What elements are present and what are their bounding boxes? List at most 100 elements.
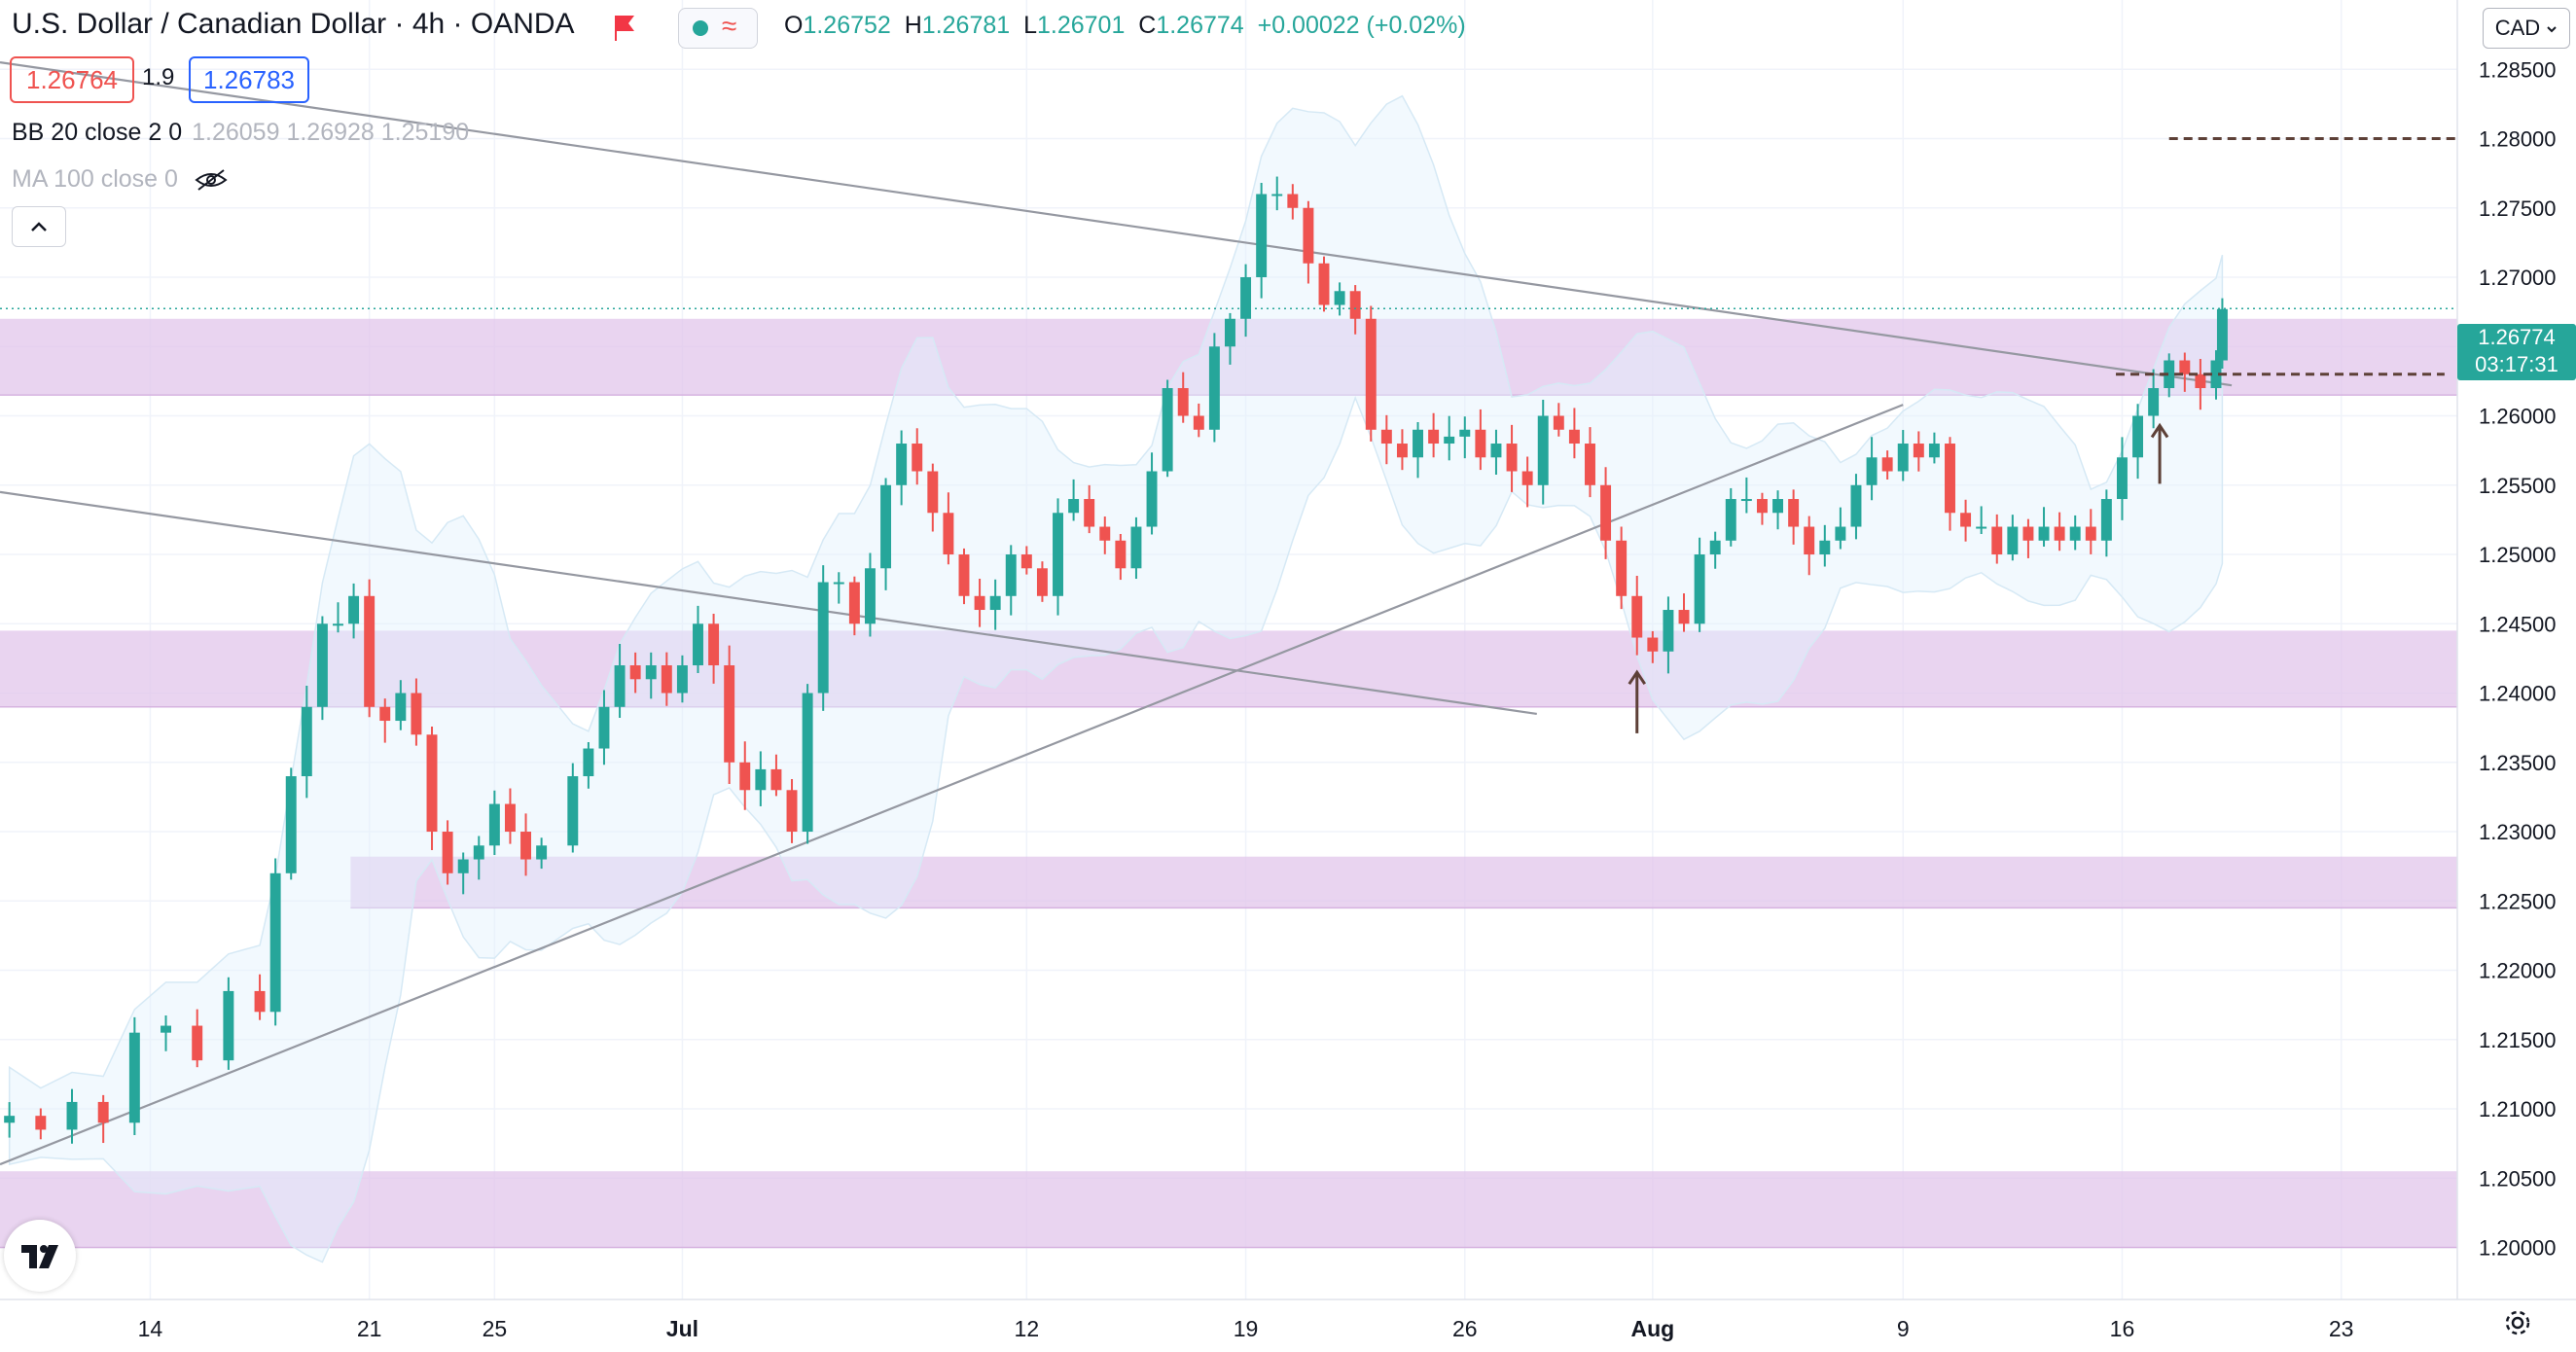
bar-countdown: 03:17:31 — [2475, 352, 2558, 376]
trend-line[interactable] — [0, 490, 1537, 715]
candle-body — [1475, 429, 1486, 458]
symbol-title[interactable]: U.S. Dollar / Canadian Dollar · 4h · OAN… — [12, 8, 575, 40]
sell-button[interactable]: 1.26764 — [10, 56, 134, 103]
candle-body — [1709, 540, 1721, 555]
time-tick-label: 9 — [1897, 1316, 1910, 1341]
ohlc-readout: O1.26752 H1.26781 L1.26701 C1.26774 +0.0… — [784, 12, 1466, 40]
candle-body — [974, 595, 985, 611]
arrow-up-icon[interactable] — [2150, 422, 2169, 439]
candle-body — [1240, 277, 1252, 319]
price-tick-label: 1.25000 — [2479, 543, 2557, 567]
wave-icon: ≈ — [722, 11, 737, 41]
annotation-arrows[interactable] — [1628, 422, 2169, 733]
candle-body — [1788, 499, 1800, 527]
high-value: 1.26781 — [921, 12, 1011, 39]
currency-selector[interactable]: CAD — [2483, 8, 2570, 49]
time-tick-label: 12 — [1015, 1316, 1040, 1341]
candle-body — [1225, 318, 1235, 347]
candle-body — [1428, 429, 1440, 445]
candle-body — [676, 665, 688, 694]
candle-body — [379, 706, 391, 722]
candle-body — [2195, 374, 2206, 389]
candle-body — [1349, 291, 1361, 319]
candle-body — [1756, 499, 1768, 514]
candle-body — [2022, 526, 2034, 541]
candle-body — [1694, 554, 1705, 624]
candle-body — [1334, 291, 1345, 305]
candle-body — [1866, 457, 1878, 485]
arrow-up-icon[interactable] — [1628, 669, 1646, 685]
candle-body — [1271, 194, 1283, 196]
candle-body — [364, 595, 376, 707]
eye-hidden-icon[interactable] — [195, 168, 228, 192]
candle-body — [1256, 194, 1268, 278]
candle-body — [1413, 429, 1423, 458]
candle-body — [645, 665, 657, 680]
candle-body — [411, 693, 422, 735]
candle-body — [848, 582, 860, 624]
trend-line[interactable] — [0, 61, 2233, 387]
price-tick-label: 1.21500 — [2479, 1028, 2557, 1052]
candle-body — [473, 845, 484, 860]
candle-body — [598, 706, 610, 749]
time-axis[interactable]: 14 21 25 Jul 12 19 26 Aug 9 16 23 — [0, 1299, 2576, 1352]
candle-body — [802, 693, 813, 833]
gear-icon[interactable] — [2502, 1307, 2533, 1346]
price-tick-label: 1.22500 — [2479, 889, 2557, 913]
candle-body — [504, 803, 516, 833]
ma-legend[interactable]: MA 100 close 0 — [12, 165, 228, 194]
candle-body — [1521, 471, 1533, 485]
candle-body — [989, 595, 1001, 611]
candle-body — [1631, 595, 1643, 638]
candle-body — [1928, 444, 1940, 458]
candle-body — [1459, 429, 1471, 437]
candle-body — [1850, 484, 1862, 527]
bb-legend[interactable]: BB 20 close 2 0 1.26059 1.26928 1.25190 — [12, 119, 469, 147]
candle-body — [2148, 388, 2160, 416]
candle-body — [2179, 360, 2191, 374]
price-tick-label: 1.28000 — [2479, 127, 2557, 152]
candle-body — [1616, 540, 1628, 596]
candle-body — [1193, 415, 1204, 430]
candle-body — [1318, 263, 1330, 305]
candle-body — [614, 665, 626, 707]
time-tick-label: 14 — [138, 1316, 163, 1341]
candle-body — [567, 776, 579, 846]
price-axis[interactable]: 1.285001.280001.275001.270001.265001.260… — [2456, 0, 2576, 1299]
candle-body — [1053, 513, 1063, 596]
candle-body — [817, 582, 829, 694]
candle-body — [2210, 360, 2222, 389]
market-status-pill[interactable]: ≈ — [678, 8, 758, 49]
flag-icon[interactable] — [613, 14, 636, 46]
price-tick-label: 1.23000 — [2479, 820, 2557, 844]
candle-body — [1553, 415, 1564, 430]
currency-label: CAD — [2494, 16, 2541, 40]
chevron-up-icon — [31, 222, 47, 231]
dashed-levels[interactable] — [0, 137, 2483, 376]
candle-body — [1960, 513, 1972, 527]
time-tick-label: 16 — [2110, 1316, 2135, 1341]
candle-body — [1991, 526, 2003, 555]
tradingview-logo-icon[interactable] — [4, 1220, 76, 1292]
candle-body — [1020, 554, 1032, 569]
trend-lines[interactable] — [0, 61, 2233, 1166]
candle-body — [1365, 318, 1377, 430]
candle-body — [1913, 444, 1924, 458]
candlestick-series — [4, 176, 2228, 1144]
candle-body — [1287, 194, 1299, 208]
candle-body — [1663, 610, 1674, 652]
zone-rect — [0, 1171, 2457, 1248]
price-tick-label: 1.23500 — [2479, 751, 2557, 775]
buy-button[interactable]: 1.26783 — [189, 56, 309, 103]
candle-body — [269, 872, 281, 1013]
candle-body — [1804, 526, 1815, 555]
price-axis-bg — [2457, 0, 2576, 1299]
collapse-legend-button[interactable] — [12, 206, 66, 247]
time-tick-label: 26 — [1452, 1316, 1478, 1341]
candle-body — [958, 554, 970, 596]
candle-body — [755, 768, 767, 791]
trend-line[interactable] — [0, 404, 1904, 1166]
price-tick-label: 1.28500 — [2479, 57, 2557, 82]
time-tick-label: 21 — [357, 1316, 382, 1341]
